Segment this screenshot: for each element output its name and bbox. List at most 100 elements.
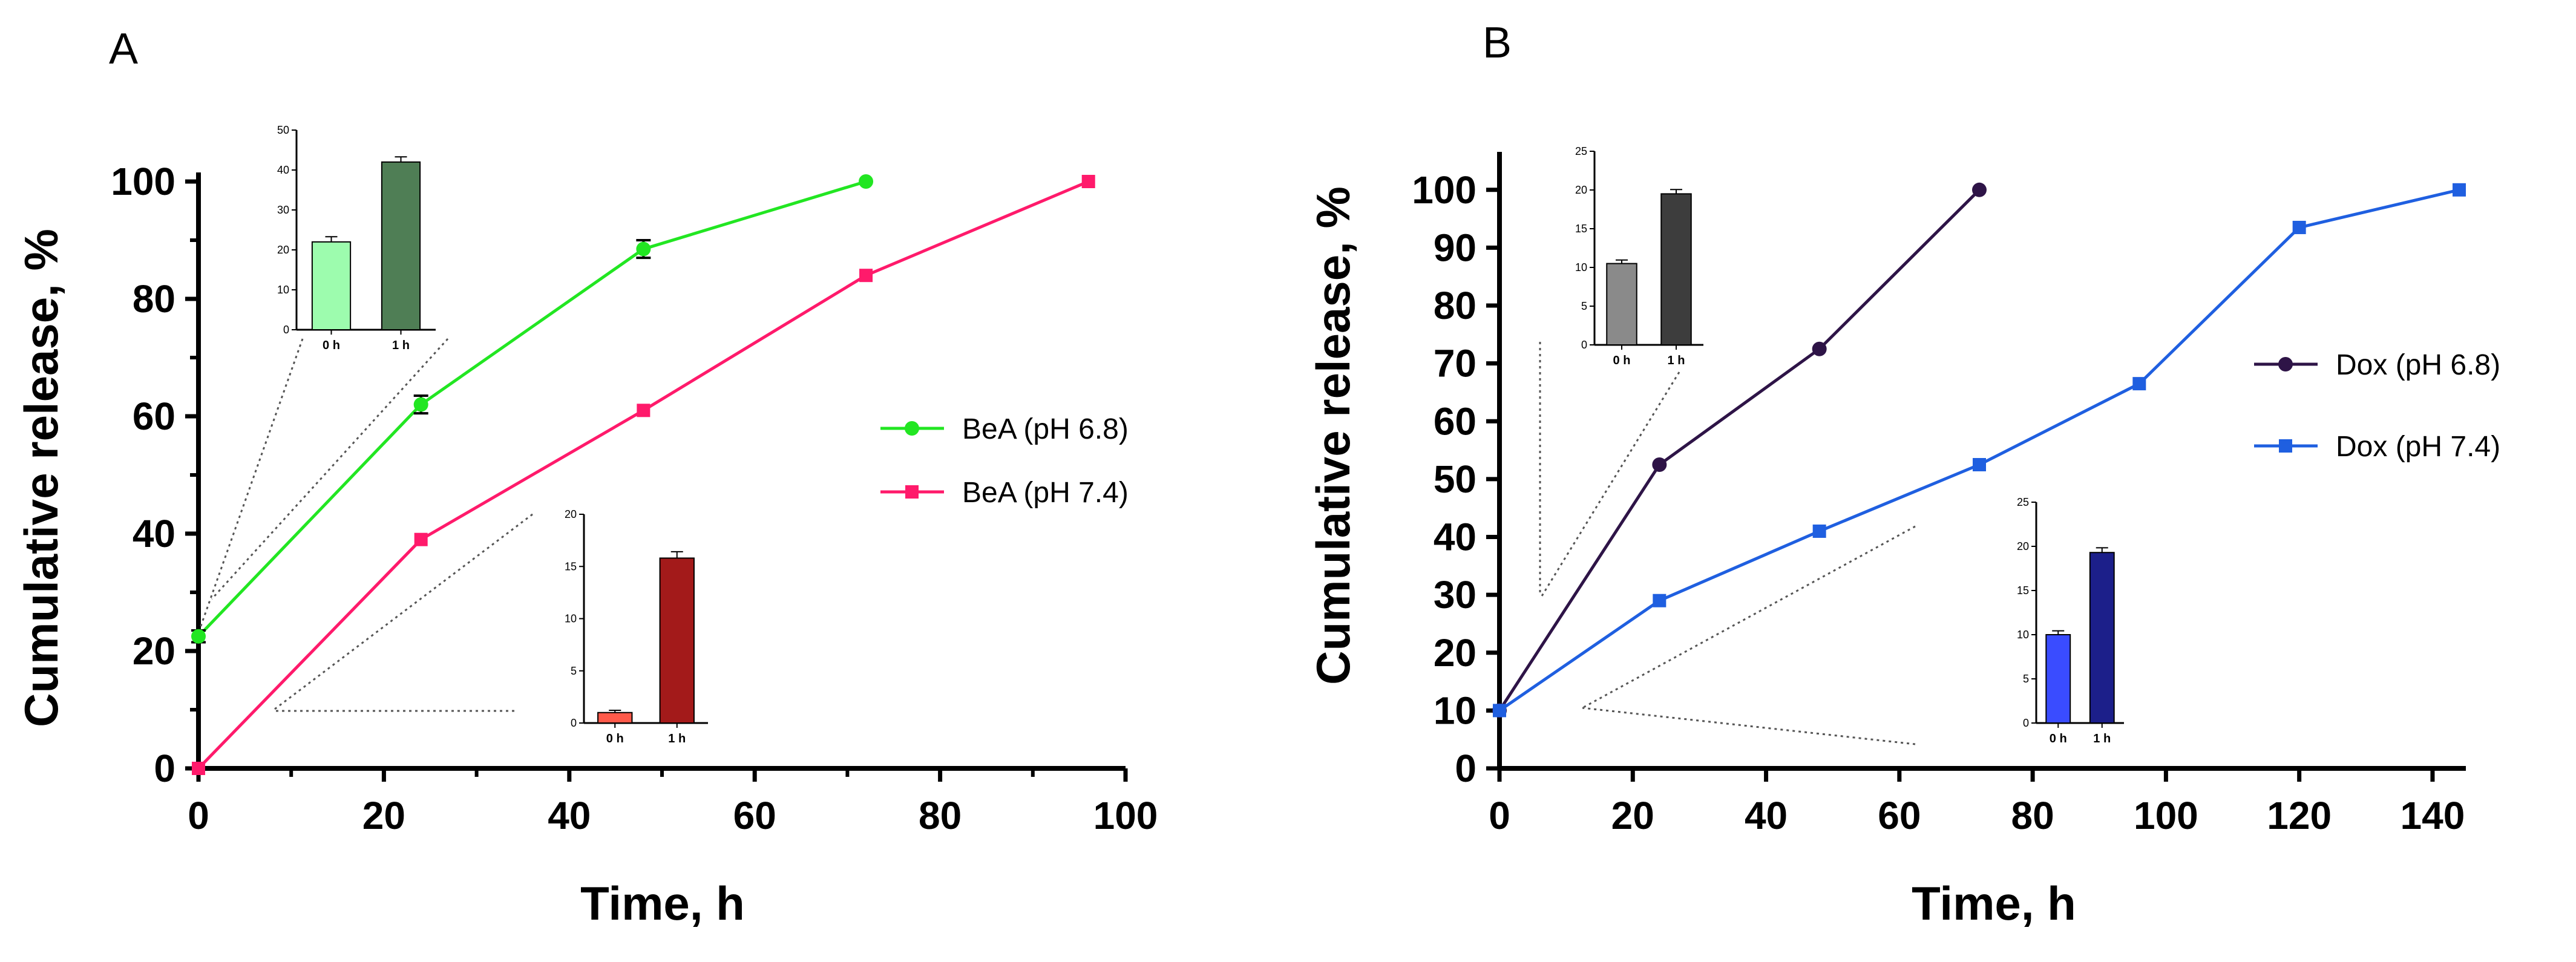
chart-b-guide-lines bbox=[1539, 342, 1916, 745]
chart-a-xlabel: Time, h bbox=[580, 877, 745, 930]
chart-b-guide-line bbox=[1582, 525, 1916, 709]
chart-b-y-tick-label: 100 bbox=[1412, 168, 1476, 212]
chart-b-inset-y-tick-label: 5 bbox=[2023, 673, 2029, 685]
chart-b-x-tick-label: 60 bbox=[1878, 794, 1921, 837]
chart-b-inset-bar bbox=[2089, 552, 2115, 724]
chart-a-inset-category-label: 0 h bbox=[323, 339, 340, 352]
chart-b-inset-y-tick-label: 5 bbox=[1581, 300, 1587, 312]
chart-b-legend-label: Dox (pH 6.8) bbox=[2336, 349, 2500, 381]
chart-a-series bbox=[191, 174, 1095, 775]
chart-b-inset-y-tick-label: 15 bbox=[2017, 584, 2029, 597]
chart-b-y-tick-label: 50 bbox=[1434, 457, 1476, 501]
chart-b-inset-bar bbox=[1660, 193, 1692, 345]
chart-b-x-tick-label: 80 bbox=[2011, 794, 2054, 837]
chart-a-guide-line bbox=[198, 338, 304, 630]
chart-a-point bbox=[637, 404, 651, 417]
chart-a-inset-bar bbox=[659, 557, 695, 724]
chart-a-legend-label: BeA (pH 7.4) bbox=[962, 477, 1129, 509]
chart-b-legend: Dox (pH 6.8) Dox (pH 7.4) bbox=[2254, 349, 2500, 463]
chart-b-series-line bbox=[1498, 188, 2460, 712]
chart-a-point bbox=[859, 174, 874, 189]
chart-a-inset-bar bbox=[381, 161, 421, 330]
chart-a-x-tick-label: 60 bbox=[733, 794, 776, 837]
chart-a-inset-y-tick-label: 10 bbox=[277, 284, 289, 296]
chart-b-inset-bottom: 0 5 10 15 20 25 0 h 1 h bbox=[2017, 496, 2124, 745]
chart-b-inset-category-label: 0 h bbox=[2050, 732, 2067, 745]
panel-label-b: B bbox=[1483, 19, 1512, 67]
chart-b-y-tick-label: 20 bbox=[1434, 631, 1476, 675]
chart-a-point bbox=[414, 532, 428, 546]
chart-b-point bbox=[2452, 183, 2466, 197]
chart-b-inset-bar bbox=[2045, 634, 2071, 724]
chart-b-y-tick-label: 60 bbox=[1434, 399, 1476, 443]
chart-a-y-tick-label: 60 bbox=[133, 394, 175, 438]
chart-a-inset-y-tick-label: 5 bbox=[571, 665, 577, 677]
chart-b-x-tick-label: 40 bbox=[1745, 794, 1788, 837]
chart-a-point bbox=[859, 269, 873, 283]
chart-a-point bbox=[1081, 175, 1095, 188]
chart-b-point bbox=[1493, 704, 1506, 718]
chart-b-y-tick-label: 90 bbox=[1434, 226, 1476, 269]
chart-b-x-tick-label: 120 bbox=[2267, 794, 2332, 837]
chart-b-guide-line bbox=[1582, 707, 1916, 745]
chart-b-inset-y-tick-label: 15 bbox=[1575, 223, 1587, 235]
chart-b-inset-y-tick-label: 0 bbox=[2023, 717, 2029, 729]
chart-b-point bbox=[1972, 458, 1986, 471]
chart-a-point bbox=[192, 762, 205, 775]
chart-a-x-tick-label: 40 bbox=[548, 794, 591, 837]
chart-a-y-tick-label: 20 bbox=[133, 629, 175, 673]
chart-a-point bbox=[413, 397, 428, 412]
chart-a-y-tick-label: 0 bbox=[154, 747, 175, 790]
chart-b-point bbox=[1653, 594, 1667, 607]
chart-a-x-tick-label: 0 bbox=[188, 794, 209, 837]
chart-b-point bbox=[2132, 377, 2146, 391]
chart-b-legend-marker bbox=[2279, 439, 2292, 453]
chart-b-point bbox=[1812, 341, 1827, 356]
chart-b-y-tick-label: 30 bbox=[1434, 573, 1476, 617]
chart-a-inset-bar bbox=[597, 712, 633, 724]
chart-b-inset-y-tick-label: 25 bbox=[2017, 496, 2029, 508]
chart-a-ylabel: Cumulative release, % bbox=[15, 229, 68, 727]
chart-b-inset-bar bbox=[1606, 263, 1637, 345]
chart-a-x-tick-label: 20 bbox=[362, 794, 405, 837]
chart-b-inset-category-label: 1 h bbox=[1668, 354, 1685, 367]
chart-b-point bbox=[1812, 524, 1826, 538]
chart-a-inset-top: 0 10 20 30 40 50 0 h 1 h bbox=[277, 124, 436, 352]
chart-b-y-tick-label: 40 bbox=[1434, 515, 1476, 559]
chart-b: 0 20 40 60 80 100 120 1400102030405060708090100… bbox=[1306, 145, 2500, 930]
chart-a-y-tick-label: 40 bbox=[133, 512, 175, 555]
chart-a-inset-bottom: 0 5 10 15 20 0 h 1 h bbox=[565, 508, 708, 745]
chart-a-y-tick-label: 80 bbox=[133, 277, 175, 321]
chart-b-point bbox=[2292, 220, 2306, 234]
chart-b-inset-y-tick-label: 0 bbox=[1581, 339, 1587, 351]
chart-b-y-tick-label: 70 bbox=[1434, 342, 1476, 385]
chart-b-inset-category-label: 1 h bbox=[2093, 732, 2111, 745]
chart-b-inset-y-tick-label: 10 bbox=[1575, 261, 1587, 273]
chart-a-inset-category-label: 1 h bbox=[668, 732, 686, 745]
chart-b-y-tick-label: 80 bbox=[1434, 284, 1476, 327]
chart-a-y-tick-label: 100 bbox=[111, 160, 175, 203]
chart-a-legend: BeA (pH 6.8) BeA (pH 7.4) bbox=[880, 413, 1129, 509]
chart-b-point bbox=[1971, 182, 1987, 197]
chart-b-legend-marker bbox=[2278, 357, 2293, 371]
chart-b-legend-label: Dox (pH 7.4) bbox=[2336, 431, 2500, 463]
chart-a-x-tick-label: 100 bbox=[1093, 794, 1158, 837]
chart-a-guide-line bbox=[272, 513, 533, 712]
chart-a-legend-label: BeA (pH 6.8) bbox=[962, 413, 1129, 445]
chart-a-inset-y-tick-label: 30 bbox=[277, 204, 289, 216]
chart-a-inset-category-label: 0 h bbox=[606, 732, 624, 745]
chart-a-inset-y-tick-label: 20 bbox=[565, 508, 577, 520]
chart-b-inset-top: 0 5 10 15 20 25 0 h 1 h bbox=[1575, 145, 1703, 367]
chart-a-legend-marker bbox=[905, 485, 919, 499]
chart-a-legend-marker bbox=[905, 421, 919, 436]
chart-a-series-line bbox=[197, 180, 867, 638]
chart-b-x-tick-label: 20 bbox=[1611, 794, 1654, 837]
chart-b-x-tick-label: 100 bbox=[2134, 794, 2198, 837]
chart-b-inset-y-tick-label: 20 bbox=[2017, 540, 2029, 552]
chart-a-inset-y-tick-label: 0 bbox=[571, 717, 577, 729]
chart-b-x-tick-label: 0 bbox=[1489, 794, 1510, 837]
chart-b-series bbox=[1492, 182, 2466, 718]
